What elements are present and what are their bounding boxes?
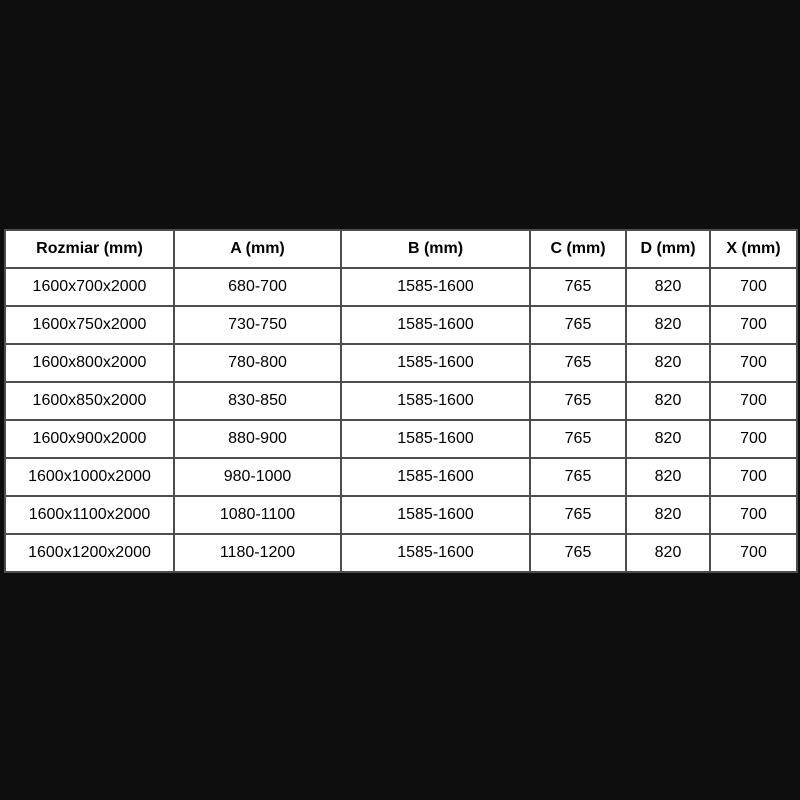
table-cell: 700 xyxy=(709,457,798,497)
table-row: 1600x800x2000 780-800 1585-1600 765 820 … xyxy=(4,343,798,383)
table-cell: 700 xyxy=(709,495,798,535)
table-cell: 1585-1600 xyxy=(340,419,531,459)
table-row: 1600x1200x2000 1180-1200 1585-1600 765 8… xyxy=(4,533,798,573)
header-row: Rozmiar (mm) A (mm) B (mm) C (mm) D (mm)… xyxy=(4,229,798,269)
table-cell: 1600x1200x2000 xyxy=(4,533,175,573)
table-cell: 1585-1600 xyxy=(340,381,531,421)
table-cell: 765 xyxy=(529,343,627,383)
table-cell: 1585-1600 xyxy=(340,495,531,535)
table-cell: 820 xyxy=(625,533,711,573)
table-cell: 830-850 xyxy=(173,381,342,421)
table-row: 1600x1100x2000 1080-1100 1585-1600 765 8… xyxy=(4,495,798,535)
table-row: 1600x900x2000 880-900 1585-1600 765 820 … xyxy=(4,419,798,459)
table-cell: 700 xyxy=(709,419,798,459)
table-cell: 1585-1600 xyxy=(340,305,531,345)
table-cell: 700 xyxy=(709,343,798,383)
table-cell: 1585-1600 xyxy=(340,343,531,383)
size-specification-table: Rozmiar (mm) A (mm) B (mm) C (mm) D (mm)… xyxy=(4,229,798,573)
table-row: 1600x700x2000 680-700 1585-1600 765 820 … xyxy=(4,267,798,307)
table-cell: 820 xyxy=(625,495,711,535)
column-header-c: C (mm) xyxy=(529,229,627,269)
table-cell: 765 xyxy=(529,419,627,459)
table-cell: 1600x850x2000 xyxy=(4,381,175,421)
table-cell: 1180-1200 xyxy=(173,533,342,573)
table-cell: 765 xyxy=(529,533,627,573)
table-cell: 765 xyxy=(529,267,627,307)
table-cell: 980-1000 xyxy=(173,457,342,497)
table-row: 1600x850x2000 830-850 1585-1600 765 820 … xyxy=(4,381,798,421)
table-cell: 1600x700x2000 xyxy=(4,267,175,307)
table-cell: 820 xyxy=(625,419,711,459)
table-cell: 780-800 xyxy=(173,343,342,383)
column-header-rozmiar: Rozmiar (mm) xyxy=(4,229,175,269)
table-cell: 700 xyxy=(709,533,798,573)
table-row: 1600x1000x2000 980-1000 1585-1600 765 82… xyxy=(4,457,798,497)
table-cell: 820 xyxy=(625,343,711,383)
table-cell: 820 xyxy=(625,267,711,307)
column-header-b: B (mm) xyxy=(340,229,531,269)
table-cell: 1600x800x2000 xyxy=(4,343,175,383)
table-cell: 1600x1100x2000 xyxy=(4,495,175,535)
column-header-x: X (mm) xyxy=(709,229,798,269)
table-cell: 680-700 xyxy=(173,267,342,307)
table-cell: 765 xyxy=(529,305,627,345)
table-cell: 1585-1600 xyxy=(340,457,531,497)
table-cell: 765 xyxy=(529,381,627,421)
table-cell: 820 xyxy=(625,457,711,497)
table-row: 1600x750x2000 730-750 1585-1600 765 820 … xyxy=(4,305,798,345)
table-cell: 820 xyxy=(625,381,711,421)
table-cell: 820 xyxy=(625,305,711,345)
table-cell: 1600x900x2000 xyxy=(4,419,175,459)
table-cell: 765 xyxy=(529,495,627,535)
column-header-a: A (mm) xyxy=(173,229,342,269)
table-cell: 1600x750x2000 xyxy=(4,305,175,345)
table-cell: 700 xyxy=(709,305,798,345)
table-cell: 730-750 xyxy=(173,305,342,345)
column-header-d: D (mm) xyxy=(625,229,711,269)
table-cell: 700 xyxy=(709,381,798,421)
table-cell: 765 xyxy=(529,457,627,497)
table-cell: 1585-1600 xyxy=(340,267,531,307)
table-cell: 1585-1600 xyxy=(340,533,531,573)
table-cell: 1600x1000x2000 xyxy=(4,457,175,497)
table-cell: 1080-1100 xyxy=(173,495,342,535)
table-cell: 880-900 xyxy=(173,419,342,459)
table-cell: 700 xyxy=(709,267,798,307)
